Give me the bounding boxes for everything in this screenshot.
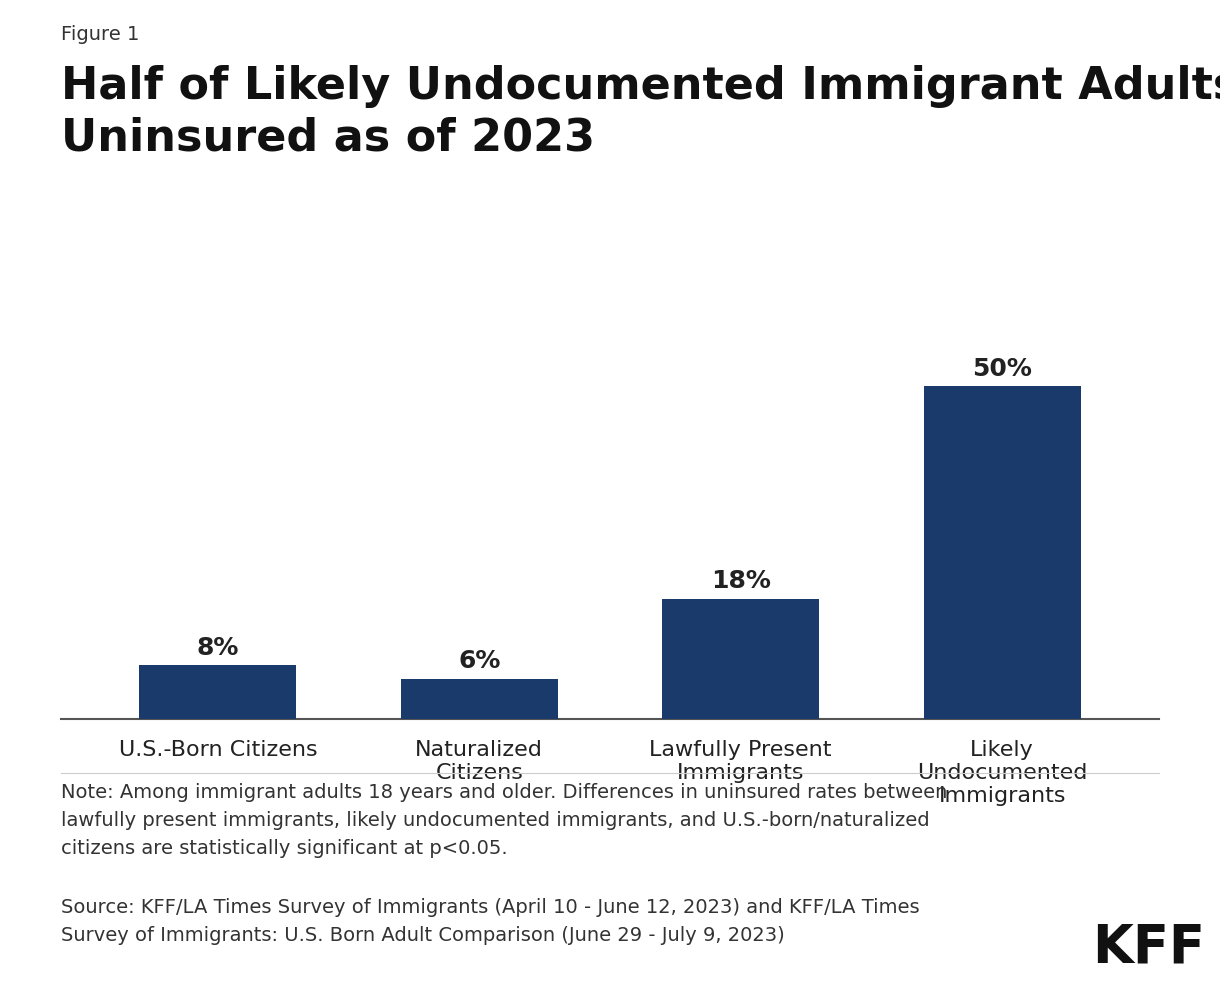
- Bar: [924, 386, 1081, 719]
- Text: Source: KFF/LA Times Survey of Immigrants (April 10 - June 12, 2023) and KFF/LA : Source: KFF/LA Times Survey of Immigrant…: [61, 898, 920, 945]
- Text: 8%: 8%: [196, 636, 239, 660]
- Text: 18%: 18%: [711, 570, 771, 594]
- Bar: [662, 599, 819, 719]
- Text: Half of Likely Undocumented Immigrant Adults were
Uninsured as of 2023: Half of Likely Undocumented Immigrant Ad…: [61, 65, 1220, 160]
- Text: 6%: 6%: [458, 650, 500, 674]
- Text: Note: Among immigrant adults 18 years and older. Differences in uninsured rates : Note: Among immigrant adults 18 years an…: [61, 783, 948, 858]
- Bar: [139, 666, 296, 719]
- Bar: [401, 679, 558, 719]
- Text: Figure 1: Figure 1: [61, 25, 139, 44]
- Text: 50%: 50%: [972, 356, 1032, 380]
- Text: KFF: KFF: [1092, 921, 1205, 973]
